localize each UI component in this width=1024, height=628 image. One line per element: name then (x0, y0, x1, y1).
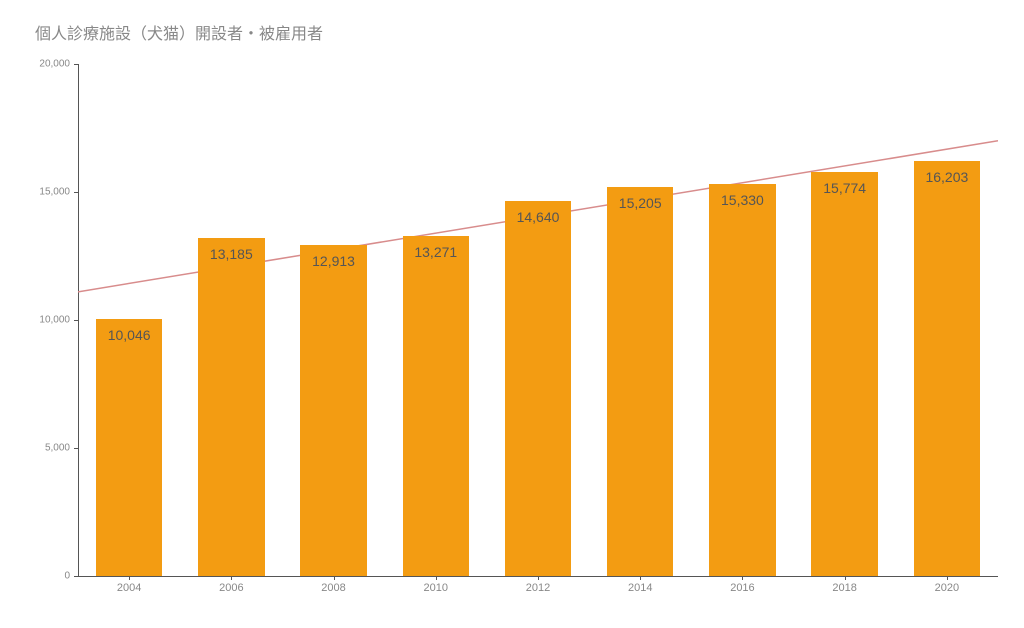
bar-value-label: 15,330 (721, 192, 764, 208)
x-tick-mark (334, 576, 335, 580)
bar-value-label: 16,203 (925, 169, 968, 185)
bar (96, 319, 162, 576)
y-tick-mark (74, 576, 78, 577)
bar (709, 184, 775, 576)
x-tick-label: 2006 (219, 582, 243, 594)
bar-value-label: 13,185 (210, 246, 253, 262)
x-tick-mark (640, 576, 641, 580)
bar-value-label: 13,271 (414, 244, 457, 260)
x-tick-label: 2008 (321, 582, 345, 594)
bar-value-label: 15,205 (619, 195, 662, 211)
x-tick-mark (947, 576, 948, 580)
y-axis: 05,00010,00015,00020,000 (30, 64, 74, 576)
y-tick-label: 0 (30, 571, 70, 582)
bar (914, 161, 980, 576)
x-tick-mark (742, 576, 743, 580)
x-tick-label: 2014 (628, 582, 652, 594)
chart-title: 個人診療施設（犬猫）開設者・被雇用者 (35, 20, 994, 44)
chart-container: 個人診療施設（犬猫）開設者・被雇用者 0 5,000 10,000 15,000 20,… (0, 0, 1024, 628)
bar (505, 201, 571, 576)
bar (403, 236, 469, 576)
y-tick-label: 5,000 (30, 443, 70, 454)
bar (198, 238, 264, 576)
x-tick-mark (231, 576, 232, 580)
x-tick-label: 2018 (832, 582, 856, 594)
plot-area: 10,046 13,185 12,913 13,271 14,640 15,205 15,3… (78, 64, 998, 576)
y-tick-label: 20,000 (30, 59, 70, 70)
y-tick-mark (74, 64, 78, 65)
x-tick-label: 2012 (526, 582, 550, 594)
x-tick-label: 2010 (424, 582, 448, 594)
x-tick-mark (436, 576, 437, 580)
y-tick-mark (74, 448, 78, 449)
x-axis: 2004 2006 2008 2010 2012 2014 2016 2018 2020 (78, 580, 998, 600)
x-tick-label: 2004 (117, 582, 141, 594)
bars-group: 10,046 13,185 12,913 13,271 14,640 15,205 15,3… (78, 64, 998, 576)
bar-value-label: 14,640 (517, 209, 560, 225)
y-tick-label: 15,000 (30, 187, 70, 198)
y-tick-mark (74, 192, 78, 193)
bar-value-label: 10,046 (108, 327, 151, 343)
x-tick-mark (845, 576, 846, 580)
x-tick-mark (538, 576, 539, 580)
bar (811, 172, 877, 576)
x-tick-label: 2016 (730, 582, 754, 594)
bar-value-label: 15,774 (823, 180, 866, 196)
x-tick-label: 2020 (935, 582, 959, 594)
y-tick-mark (74, 320, 78, 321)
x-tick-mark (129, 576, 130, 580)
bar-value-label: 12,913 (312, 253, 355, 269)
bar (607, 187, 673, 576)
y-tick-label: 10,000 (30, 315, 70, 326)
bar (300, 245, 366, 576)
